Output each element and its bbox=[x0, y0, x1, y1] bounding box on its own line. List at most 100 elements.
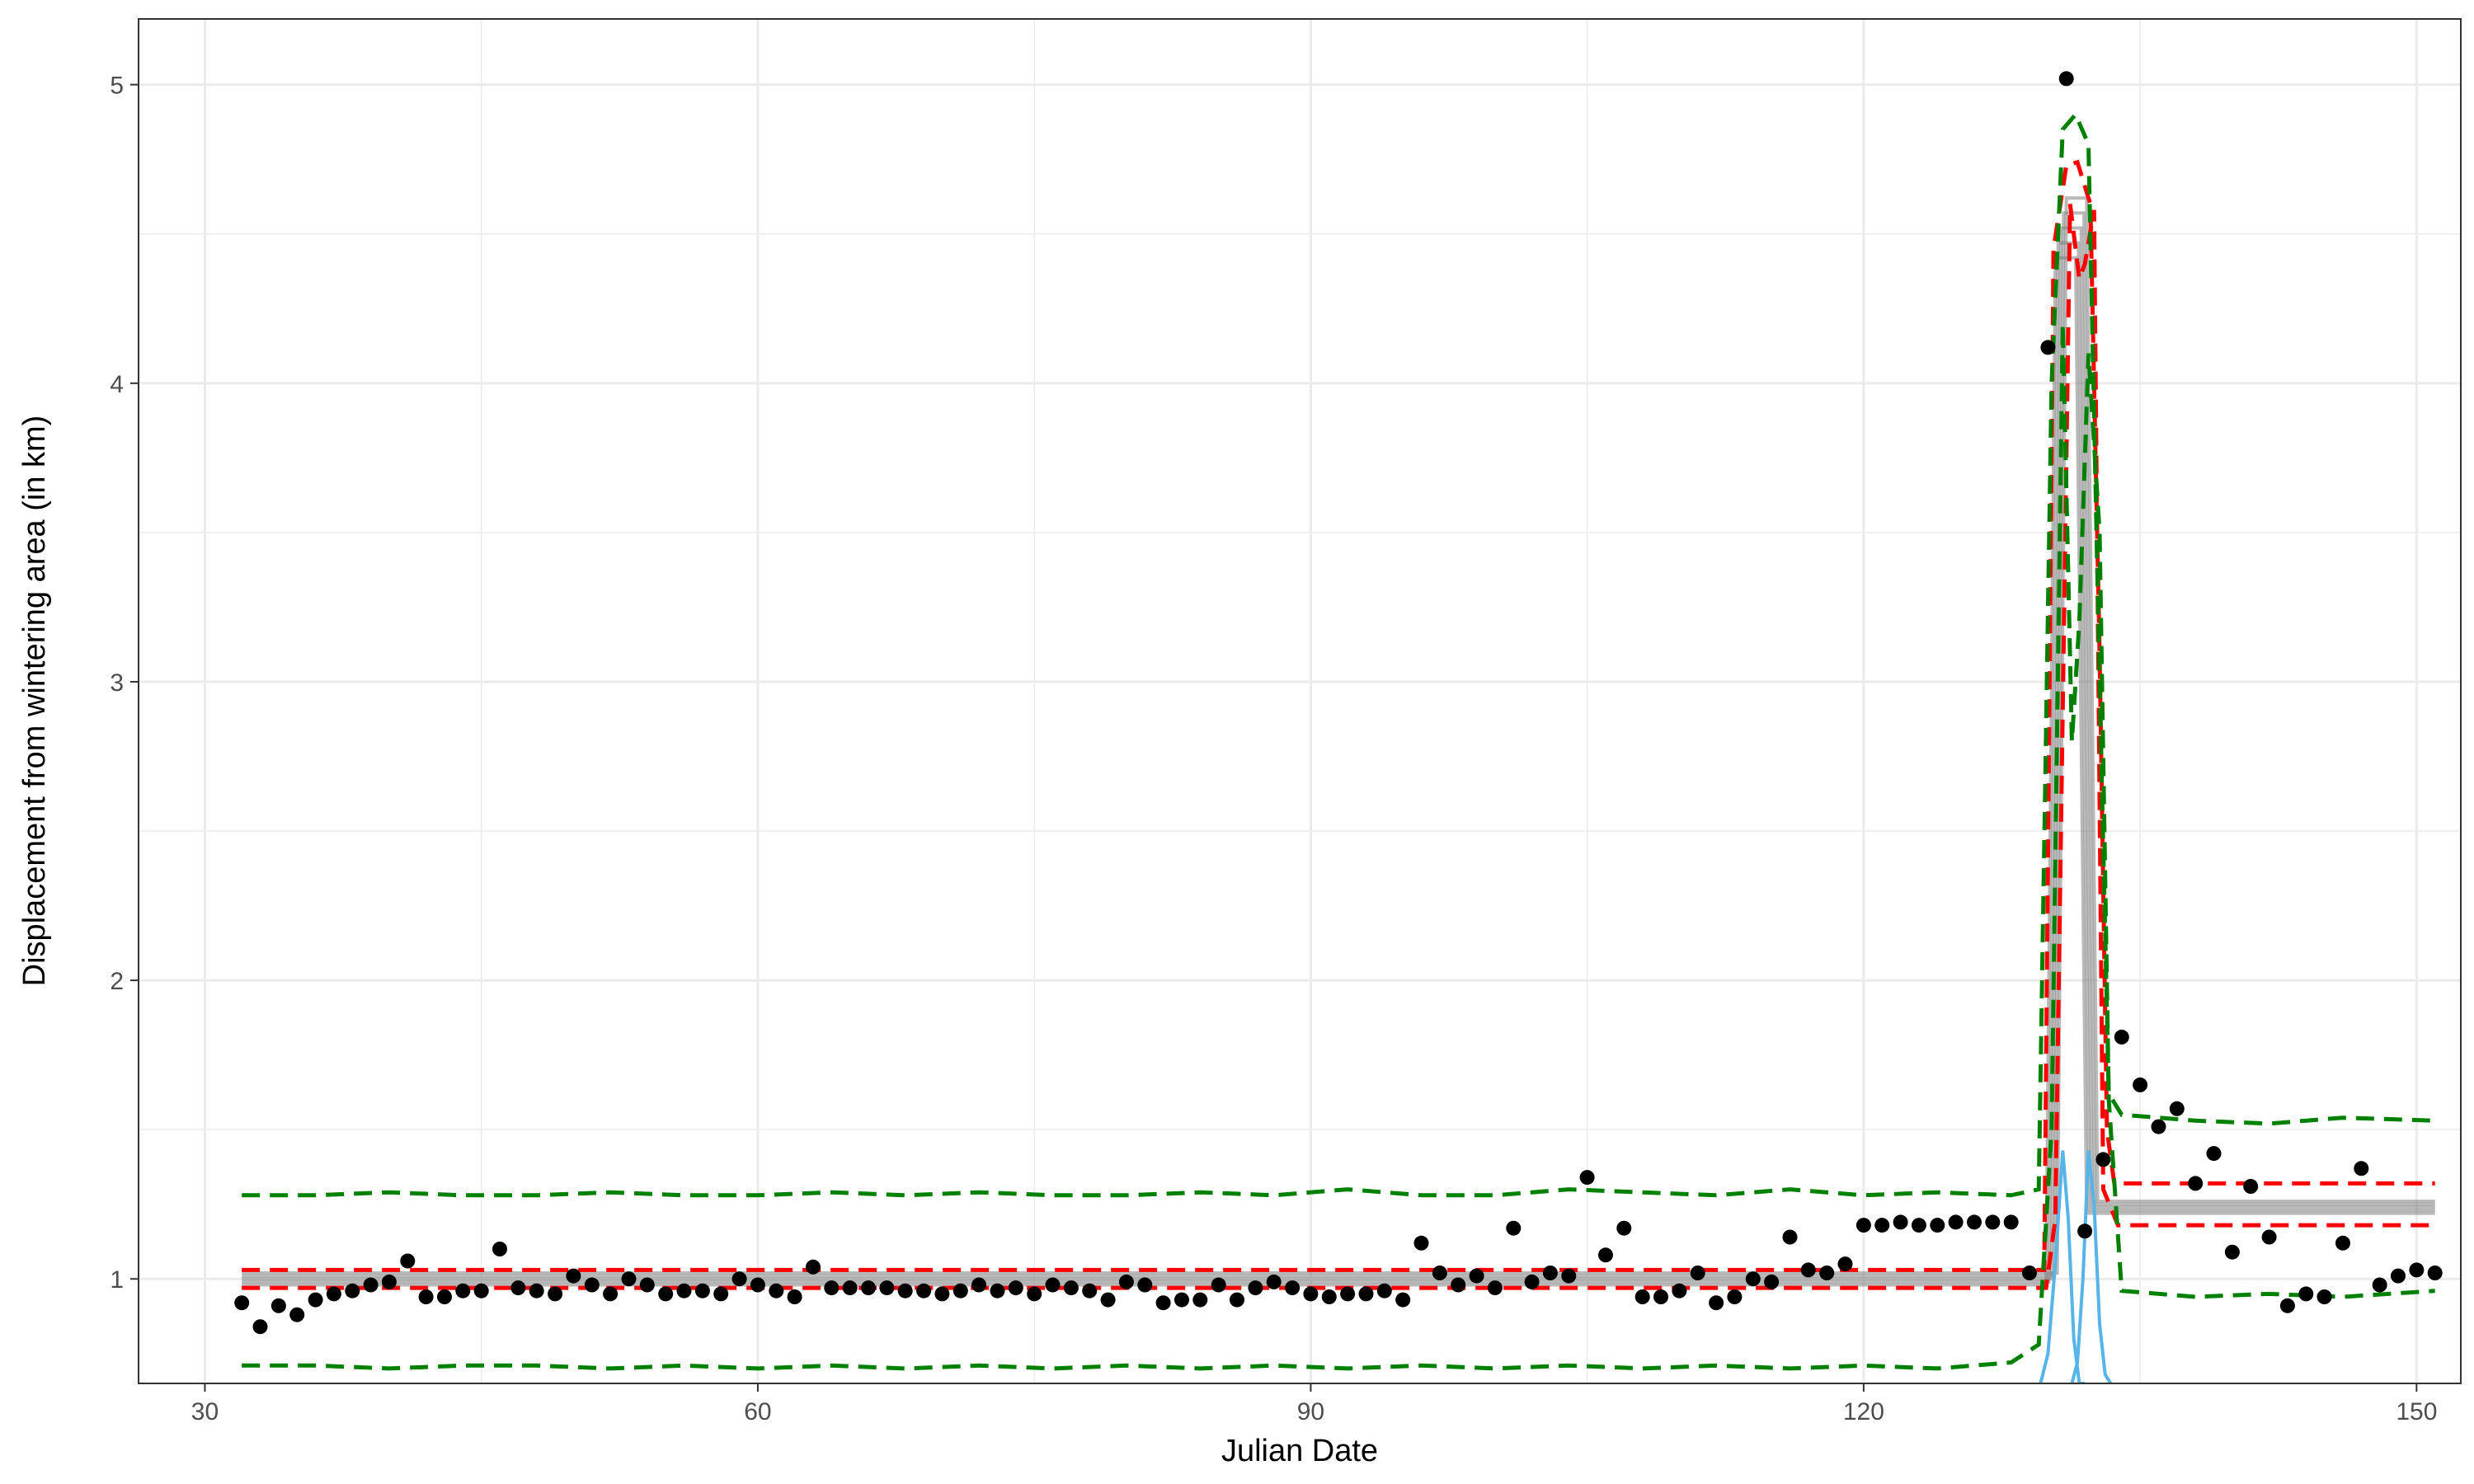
x-tick-label: 120 bbox=[1843, 1398, 1884, 1425]
data-point bbox=[529, 1283, 544, 1298]
data-point bbox=[1506, 1220, 1522, 1236]
fit-line bbox=[242, 226, 2435, 1281]
data-point bbox=[566, 1268, 581, 1284]
data-point bbox=[1413, 1235, 1429, 1251]
data-point bbox=[1690, 1266, 1705, 1280]
data-point bbox=[1745, 1271, 1761, 1287]
data-point bbox=[1008, 1280, 1023, 1296]
data-point bbox=[1727, 1289, 1743, 1304]
data-point bbox=[971, 1277, 987, 1293]
data-point bbox=[492, 1242, 507, 1256]
data-point bbox=[769, 1283, 784, 1298]
data-point bbox=[2003, 1214, 2019, 1230]
data-point bbox=[2409, 1262, 2425, 1278]
data-point bbox=[2354, 1161, 2369, 1176]
data-point bbox=[1672, 1283, 1687, 1298]
data-point bbox=[2316, 1289, 2332, 1304]
data-point bbox=[473, 1283, 489, 1298]
data-point bbox=[658, 1286, 674, 1302]
prediction-band-upper-line bbox=[242, 110, 2435, 1198]
data-point bbox=[842, 1280, 858, 1296]
data-point bbox=[824, 1280, 840, 1296]
transition-density-curve bbox=[2070, 1150, 2113, 1383]
data-point bbox=[1266, 1274, 1282, 1289]
data-point bbox=[1285, 1280, 1300, 1296]
data-point bbox=[1395, 1292, 1411, 1308]
data-point bbox=[806, 1259, 821, 1275]
data-point bbox=[2133, 1077, 2148, 1092]
data-point bbox=[1248, 1280, 1263, 1296]
data-point bbox=[584, 1277, 600, 1293]
data-point bbox=[1948, 1214, 1964, 1230]
data-point bbox=[2427, 1266, 2443, 1280]
data-point bbox=[1653, 1289, 1668, 1304]
data-point bbox=[2058, 71, 2074, 87]
data-point bbox=[1709, 1295, 1724, 1311]
data-point bbox=[1063, 1280, 1079, 1296]
data-point bbox=[1230, 1292, 1244, 1308]
data-point bbox=[1045, 1277, 1061, 1293]
data-point bbox=[2261, 1229, 2277, 1245]
data-point bbox=[990, 1283, 1005, 1298]
data-point bbox=[1027, 1286, 1042, 1302]
y-tick-label: 5 bbox=[110, 73, 124, 100]
data-point bbox=[1321, 1289, 1337, 1304]
data-point bbox=[916, 1283, 932, 1298]
data-point bbox=[952, 1283, 968, 1298]
data-point bbox=[234, 1295, 250, 1311]
data-point bbox=[1432, 1266, 1447, 1280]
data-point bbox=[1616, 1220, 1632, 1236]
data-point bbox=[639, 1277, 655, 1293]
data-point bbox=[2224, 1244, 2240, 1260]
data-layer bbox=[234, 71, 2443, 1383]
data-point bbox=[694, 1283, 710, 1298]
y-tick-label: 4 bbox=[110, 371, 124, 398]
data-point bbox=[326, 1286, 341, 1302]
data-point bbox=[2095, 1152, 2111, 1167]
data-point bbox=[548, 1286, 563, 1302]
data-point bbox=[2040, 340, 2056, 355]
data-point bbox=[1100, 1292, 1116, 1308]
data-point bbox=[1634, 1289, 1650, 1304]
data-point bbox=[1561, 1268, 1577, 1284]
x-tick-label: 30 bbox=[191, 1398, 219, 1425]
data-point bbox=[1524, 1274, 1540, 1289]
data-point bbox=[1155, 1295, 1171, 1311]
data-point bbox=[1340, 1286, 1356, 1302]
data-point bbox=[1082, 1283, 1098, 1298]
data-point bbox=[713, 1286, 729, 1302]
data-point bbox=[1211, 1277, 1226, 1293]
data-point bbox=[934, 1286, 950, 1302]
data-point bbox=[621, 1271, 637, 1287]
data-point bbox=[676, 1283, 692, 1298]
data-point bbox=[2114, 1029, 2129, 1045]
data-point bbox=[2188, 1176, 2204, 1191]
transition-density-curve bbox=[2039, 1150, 2086, 1383]
data-point bbox=[270, 1298, 286, 1313]
data-point bbox=[787, 1289, 802, 1304]
data-point bbox=[437, 1289, 452, 1304]
fit-ci-upper-line bbox=[242, 159, 2435, 1272]
data-point bbox=[2151, 1119, 2166, 1134]
data-point bbox=[1598, 1247, 1613, 1263]
data-point bbox=[2372, 1277, 2387, 1293]
data-point bbox=[1469, 1268, 1484, 1284]
data-point bbox=[1192, 1292, 1208, 1308]
data-point bbox=[2391, 1268, 2406, 1284]
data-point bbox=[1451, 1277, 1466, 1293]
data-point bbox=[1542, 1266, 1558, 1280]
x-axis-label: Julian Date bbox=[1221, 1434, 1378, 1468]
data-point bbox=[400, 1253, 416, 1269]
data-point bbox=[1303, 1286, 1319, 1302]
data-point bbox=[1800, 1262, 1816, 1278]
data-point bbox=[1819, 1266, 1835, 1280]
data-point bbox=[750, 1277, 765, 1293]
data-point bbox=[381, 1274, 397, 1289]
fit-ci-lower-line bbox=[242, 204, 2435, 1290]
data-point bbox=[861, 1280, 876, 1296]
data-point bbox=[2279, 1298, 2295, 1313]
data-point bbox=[418, 1289, 434, 1304]
x-tick-label: 150 bbox=[2396, 1398, 2437, 1425]
data-point bbox=[1930, 1218, 1945, 1233]
